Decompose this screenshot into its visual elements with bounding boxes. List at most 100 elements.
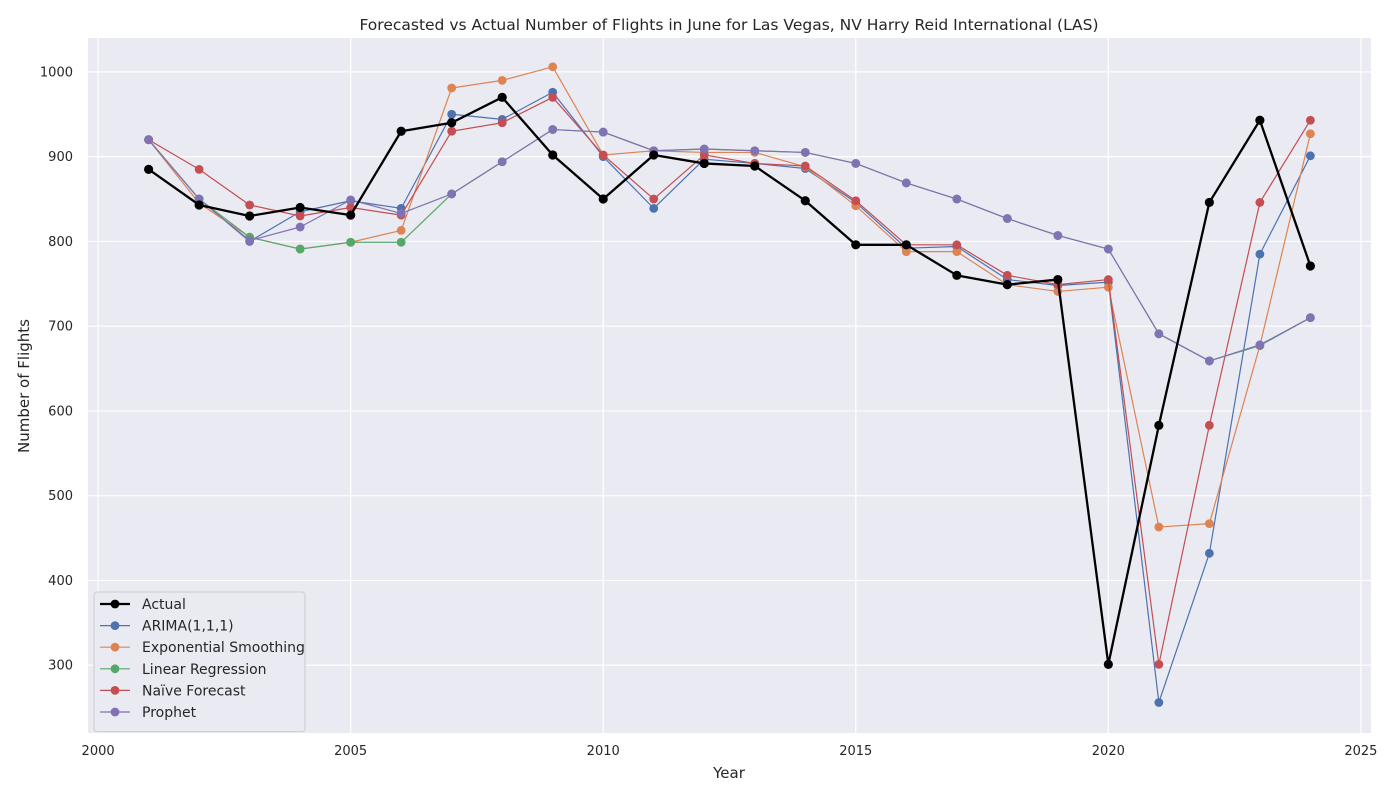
data-point [1103, 244, 1113, 254]
legend-swatch-marker [110, 707, 120, 717]
data-point [1002, 270, 1012, 280]
data-point [295, 202, 305, 213]
data-point [497, 157, 507, 167]
y-tick-label: 400 [48, 574, 73, 589]
x-tick-label: 2000 [82, 744, 115, 759]
y-tick-label: 300 [48, 659, 73, 674]
data-point [497, 75, 507, 85]
data-point [1002, 214, 1012, 223]
data-point [1204, 548, 1214, 558]
data-point [1255, 340, 1265, 350]
data-point [396, 225, 406, 235]
data-point [800, 161, 810, 171]
data-point [1103, 275, 1113, 284]
legend-label: ARIMA(1,1,1) [142, 619, 234, 635]
data-point [548, 92, 558, 102]
legend-swatch-marker [110, 599, 120, 609]
data-point [851, 159, 861, 168]
data-point [548, 150, 558, 160]
data-point [295, 244, 305, 254]
data-point [851, 196, 861, 206]
legend-swatch-marker [110, 621, 120, 630]
data-point [1154, 522, 1164, 532]
series-line [148, 91, 1311, 704]
legend-item: ARIMA(1,1,1) [100, 619, 234, 635]
data-point [952, 247, 962, 256]
data-point [598, 194, 608, 204]
data-point [396, 126, 406, 136]
data-point [245, 236, 255, 245]
data-point [447, 189, 457, 199]
data-point [346, 237, 356, 247]
data-point [800, 196, 810, 206]
data-point [1103, 282, 1113, 292]
data-point [1305, 313, 1315, 323]
y-tick-label: 500 [48, 489, 73, 504]
data-point [901, 178, 911, 188]
data-point [295, 211, 305, 221]
data-point [396, 209, 406, 218]
legend-label: Exponential Smoothing [142, 640, 305, 656]
legend-label: Naïve Forecast [142, 683, 246, 699]
data-point [952, 270, 962, 280]
legend-item: Naïve Forecast [100, 683, 246, 699]
legend-swatch-marker [110, 686, 120, 695]
legend-label: Prophet [142, 705, 197, 721]
x-tick-label: 2025 [1344, 744, 1377, 759]
data-point [346, 210, 356, 220]
data-point [497, 92, 507, 102]
x-tick-label: 2005 [334, 744, 367, 759]
legend-label: Actual [142, 597, 186, 613]
legend-box [93, 591, 306, 733]
data-point [1204, 197, 1214, 208]
legend: Actual ARIMA(1,1,1) Exponential Smoothing L… [93, 591, 306, 733]
y-axis-ticks: 300 400 500 600 700 800 900 1000 [40, 65, 73, 673]
series-actual [144, 92, 1315, 669]
data-point [1305, 151, 1315, 161]
legend-item: Prophet [100, 705, 197, 721]
data-point [447, 83, 457, 93]
data-point [1204, 519, 1214, 529]
data-point [699, 158, 709, 169]
data-point [1305, 115, 1315, 125]
data-point [750, 146, 760, 156]
data-point [1305, 129, 1315, 139]
data-point [598, 150, 608, 160]
data-point [649, 150, 659, 160]
data-point [194, 164, 204, 174]
legend-item: Linear Regression [100, 662, 267, 678]
data-point [1154, 659, 1164, 669]
series-line [147, 96, 1312, 666]
data-point [548, 125, 558, 134]
x-tick-label: 2015 [839, 744, 872, 759]
data-point [144, 164, 154, 174]
data-point [1053, 231, 1063, 240]
data-point [295, 222, 305, 232]
data-point [1154, 420, 1164, 430]
data-point [245, 211, 255, 221]
y-tick-label: 800 [48, 235, 73, 250]
data-point [447, 109, 457, 119]
data-point [396, 237, 406, 247]
legend-swatch-marker [110, 664, 120, 674]
data-point [1204, 356, 1214, 366]
data-point [649, 194, 659, 204]
series-line [148, 96, 1311, 665]
data-point [144, 135, 154, 145]
data-point [952, 194, 962, 204]
x-tick-label: 2010 [587, 744, 620, 759]
data-point [548, 62, 558, 72]
data-point [497, 118, 507, 128]
legend-item: Actual [100, 597, 186, 613]
data-point [901, 247, 911, 256]
data-point [649, 203, 659, 213]
data-point [1255, 198, 1265, 207]
data-point [245, 200, 255, 210]
data-point [952, 240, 962, 250]
series-line [148, 128, 1311, 362]
legend-item: Exponential Smoothing [100, 640, 305, 656]
series-layer [144, 62, 1315, 707]
data-point [901, 240, 911, 250]
x-tick-label: 2020 [1092, 744, 1125, 759]
